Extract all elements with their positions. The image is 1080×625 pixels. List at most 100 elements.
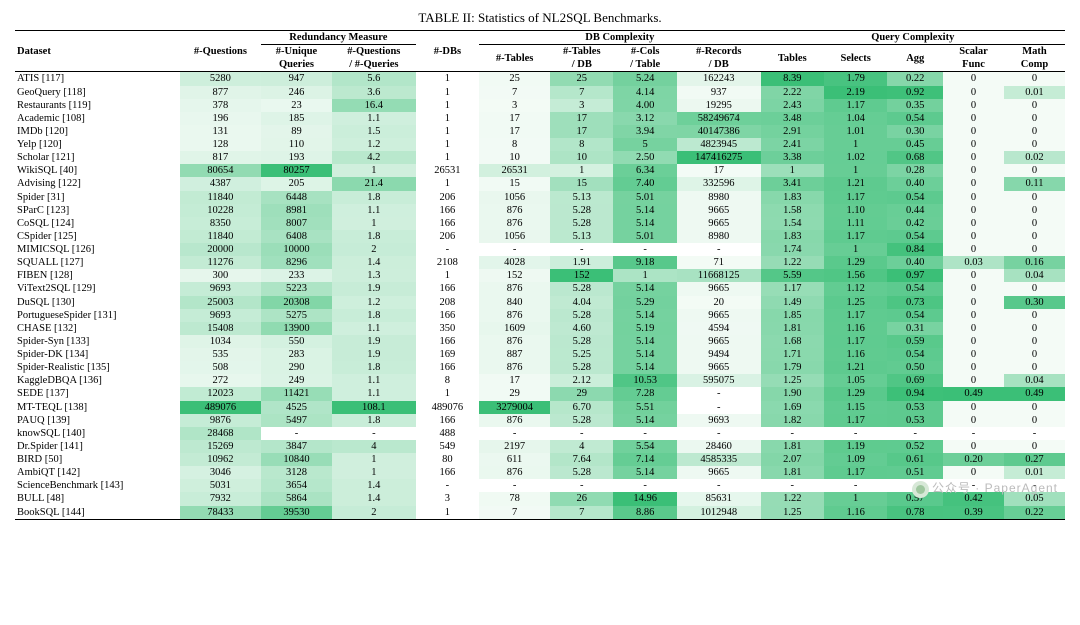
- value-cell: 17: [677, 164, 761, 177]
- table-row: SQUALL [127]1127682961.4210840281.919.18…: [15, 256, 1065, 269]
- value-cell: 0: [943, 99, 1004, 112]
- value-cell: 3.12: [613, 112, 676, 125]
- value-cell: 1.9: [332, 335, 416, 348]
- value-cell: 1.3: [332, 269, 416, 282]
- value-cell: 5.14: [613, 282, 676, 295]
- value-cell: 1: [550, 164, 613, 177]
- value-cell: 166: [416, 361, 479, 374]
- value-cell: -: [677, 243, 761, 256]
- value-cell: 4585335: [677, 453, 761, 466]
- table-row: CSpider [125]1184064081.820610565.135.01…: [15, 230, 1065, 243]
- value-cell: 1.9: [332, 282, 416, 295]
- dataset-cell: Yelp [120]: [15, 138, 180, 151]
- value-cell: 489076: [416, 401, 479, 414]
- dataset-cell: PortugueseSpider [131]: [15, 309, 180, 322]
- value-cell: 7932: [180, 492, 261, 505]
- value-cell: 5.01: [613, 230, 676, 243]
- value-cell: 0.45: [887, 138, 943, 151]
- value-cell: 12023: [180, 387, 261, 400]
- value-cell: 16.4: [332, 99, 416, 112]
- value-cell: 0.54: [887, 191, 943, 204]
- value-cell: 1: [332, 466, 416, 479]
- value-cell: 196: [180, 112, 261, 125]
- col-dataset: Dataset: [15, 31, 180, 72]
- value-cell: 9494: [677, 348, 761, 361]
- value-cell: 0: [943, 401, 1004, 414]
- value-cell: 1: [761, 164, 824, 177]
- value-cell: 0.11: [1004, 177, 1065, 190]
- value-cell: 1.17: [824, 309, 887, 322]
- value-cell: 5.14: [613, 361, 676, 374]
- value-cell: 5.28: [550, 466, 613, 479]
- table-row: CoSQL [124]8350800711668765.285.1496651.…: [15, 217, 1065, 230]
- value-cell: 13900: [261, 322, 332, 335]
- value-cell: 147416275: [677, 151, 761, 164]
- value-cell: 206: [416, 191, 479, 204]
- dataset-cell: KaggleDBQA [136]: [15, 374, 180, 387]
- value-cell: 166: [416, 335, 479, 348]
- value-cell: 8350: [180, 217, 261, 230]
- value-cell: 2.07: [761, 453, 824, 466]
- value-cell: 7: [479, 86, 550, 99]
- value-cell: 9665: [677, 361, 761, 374]
- value-cell: 2108: [416, 256, 479, 269]
- value-cell: 0: [943, 269, 1004, 282]
- value-cell: 1.01: [824, 125, 887, 138]
- value-cell: 817: [180, 151, 261, 164]
- value-cell: 1: [416, 125, 479, 138]
- value-cell: 17: [550, 112, 613, 125]
- table-row: Academic [108]1961851.1117173.1258249674…: [15, 112, 1065, 125]
- dataset-cell: ATIS [117]: [15, 72, 180, 86]
- value-cell: 5.01: [613, 191, 676, 204]
- value-cell: 0.40: [887, 256, 943, 269]
- value-cell: 131: [180, 125, 261, 138]
- value-cell: 0.16: [1004, 256, 1065, 269]
- value-cell: 1: [332, 217, 416, 230]
- value-cell: 1.17: [761, 282, 824, 295]
- value-cell: 5.13: [550, 230, 613, 243]
- value-cell: 1: [416, 112, 479, 125]
- value-cell: 0: [1004, 230, 1065, 243]
- value-cell: 3.6: [332, 86, 416, 99]
- value-cell: 0.54: [887, 230, 943, 243]
- value-cell: 7.40: [613, 177, 676, 190]
- value-cell: 80654: [180, 164, 261, 177]
- table-row: BookSQL [144]784333953021778.8610129481.…: [15, 506, 1065, 520]
- value-cell: 0.42: [887, 217, 943, 230]
- value-cell: 152: [550, 269, 613, 282]
- value-cell: 0: [1004, 335, 1065, 348]
- value-cell: 5.28: [550, 204, 613, 217]
- value-cell: 5.28: [550, 414, 613, 427]
- value-cell: 1.09: [824, 453, 887, 466]
- dataset-cell: SEDE [137]: [15, 387, 180, 400]
- dataset-cell: CoSQL [124]: [15, 217, 180, 230]
- value-cell: 6408: [261, 230, 332, 243]
- table-row: DuSQL [130]25003203081.22088404.045.2920…: [15, 296, 1065, 309]
- value-cell: 5.14: [613, 335, 676, 348]
- value-cell: 78: [479, 492, 550, 505]
- value-cell: 350: [416, 322, 479, 335]
- value-cell: 2.50: [613, 151, 676, 164]
- value-cell: 0: [943, 296, 1004, 309]
- value-cell: 300: [180, 269, 261, 282]
- value-cell: -: [479, 479, 550, 492]
- value-cell: 10228: [180, 204, 261, 217]
- value-cell: 5.28: [550, 309, 613, 322]
- value-cell: -: [416, 479, 479, 492]
- value-cell: 0: [943, 125, 1004, 138]
- value-cell: 0: [943, 112, 1004, 125]
- dataset-cell: ViText2SQL [129]: [15, 282, 180, 295]
- value-cell: 0.20: [943, 453, 1004, 466]
- value-cell: -: [887, 427, 943, 440]
- value-cell: 1.29: [824, 387, 887, 400]
- dataset-cell: SQUALL [127]: [15, 256, 180, 269]
- value-cell: 8.39: [761, 72, 824, 86]
- value-cell: 1.83: [761, 230, 824, 243]
- value-cell: 1.8: [332, 191, 416, 204]
- value-cell: 0: [1004, 125, 1065, 138]
- dataset-cell: PAUQ [139]: [15, 414, 180, 427]
- value-cell: 9693: [180, 282, 261, 295]
- value-cell: 1: [416, 177, 479, 190]
- col-cpt: #-Cols/ Table: [613, 45, 676, 72]
- value-cell: 1.81: [761, 440, 824, 453]
